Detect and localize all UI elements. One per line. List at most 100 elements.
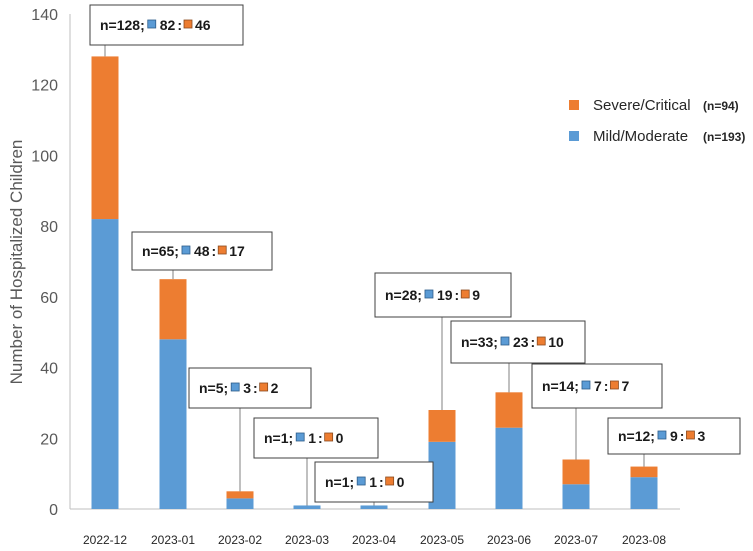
callout-severe-count: 7 [621, 378, 629, 394]
callout-separator: : [177, 17, 182, 33]
callout-box [89, 4, 244, 46]
callout-mild-swatch [147, 19, 157, 29]
x-tick-label: 2023-06 [487, 533, 531, 547]
callout-severe-count: 10 [548, 334, 564, 350]
y-tick-label: 140 [31, 7, 58, 24]
callout-mild-count: 7 [594, 378, 602, 394]
callout-total: n=128; [100, 17, 145, 33]
x-tick-label: 2023-04 [352, 533, 396, 547]
bar-mild-moderate [630, 477, 658, 509]
bar-mild-moderate [293, 505, 321, 509]
legend-label-severe: Severe/Critical [593, 97, 691, 114]
callout-mild-swatch [230, 382, 240, 392]
callout-separator: : [253, 380, 258, 396]
callout-mild-swatch [181, 245, 191, 255]
callouts: n=128; 82:46n=65; 48:17n=5; 3:2n=1; 1:0n=1; 1… [89, 4, 741, 506]
y-tick-label: 60 [40, 290, 58, 307]
callout-severe-count: 3 [697, 428, 705, 444]
callout-severe-count: 2 [271, 380, 279, 396]
callout-total: n=12; [618, 428, 655, 444]
y-tick-labels: 0 20 40 60 80 100 120 140 [31, 7, 58, 519]
y-tick-label: 20 [40, 431, 58, 448]
bar-severe-critical [226, 491, 254, 499]
callout-severe-swatch [324, 432, 334, 442]
callout-severe-count: 0 [397, 474, 405, 490]
callout-separator: : [212, 243, 217, 259]
callout-box [131, 231, 273, 271]
callout-total: n=14; [542, 378, 579, 394]
callout-2023-03: n=1; 1:0 [253, 417, 379, 506]
callout-severe-swatch [217, 245, 227, 255]
legend-count-severe: (n=94) [703, 99, 739, 113]
legend-count-mild: (n=193) [703, 130, 745, 144]
callout-mild-count: 1 [308, 430, 316, 446]
callout-severe-count: 0 [336, 430, 344, 446]
x-tick-label: 2023-05 [420, 533, 464, 547]
y-tick-label: 120 [31, 78, 58, 95]
callout-mild-swatch [356, 476, 366, 486]
y-tick-label: 0 [49, 502, 58, 519]
callout-total: n=28; [385, 287, 422, 303]
y-tick-label: 100 [31, 148, 58, 165]
callout-severe-swatch [259, 382, 269, 392]
bar-mild-moderate [495, 427, 523, 509]
callout-severe-swatch [385, 476, 395, 486]
callout-mild-count: 82 [160, 17, 176, 33]
callout-severe-swatch [183, 19, 193, 29]
callout-mild-swatch [657, 430, 667, 440]
callout-box [253, 417, 379, 459]
bar-mild-moderate [562, 484, 590, 509]
callout-mild-count: 9 [670, 428, 678, 444]
callout-mild-swatch [581, 380, 591, 390]
callout-mild-count: 48 [194, 243, 210, 259]
x-tick-label: 2023-03 [285, 533, 329, 547]
callout-total: n=33; [461, 334, 498, 350]
callout-severe-count: 17 [229, 243, 245, 259]
bar-mild-moderate [360, 505, 388, 509]
callout-total: n=5; [199, 380, 228, 396]
callout-separator: : [455, 287, 460, 303]
callout-separator: : [379, 474, 384, 490]
callout-mild-swatch [424, 289, 434, 299]
callout-2023-07: n=14; 7:7 [531, 363, 663, 460]
bar-mild-moderate [91, 219, 119, 510]
bars [91, 56, 658, 510]
y-axis-label: Number of Hospitalized Children [7, 140, 26, 385]
callout-severe-count: 9 [472, 287, 480, 303]
callout-total: n=1; [325, 474, 354, 490]
callout-total: n=65; [142, 243, 179, 259]
callout-box [531, 363, 663, 409]
legend-swatch-mild [569, 131, 579, 141]
bar-mild-moderate [159, 339, 187, 509]
callout-separator: : [604, 378, 609, 394]
callout-2023-01: n=65; 48:17 [131, 231, 273, 280]
y-tick-label: 40 [40, 361, 58, 378]
callout-box [188, 367, 312, 409]
x-tick-label: 2023-07 [554, 533, 598, 547]
callout-severe-swatch [536, 336, 546, 346]
callout-mild-count: 19 [437, 287, 453, 303]
x-tick-label: 2023-02 [218, 533, 262, 547]
callout-2023-06: n=33; 23:10 [450, 320, 586, 393]
callout-severe-swatch [686, 430, 695, 440]
bar-severe-critical [91, 56, 119, 220]
x-tick-label: 2023-08 [622, 533, 666, 547]
callout-2023-08: n=12; 9:3 [607, 417, 741, 467]
bar-severe-critical [159, 279, 187, 340]
y-tick-label: 80 [40, 219, 58, 236]
x-tick-label: 2022-12 [83, 533, 127, 547]
callout-total: n=1; [264, 430, 293, 446]
callout-mild-swatch [500, 336, 510, 346]
x-tick-labels: 2022-12 2023-01 2023-02 2023-03 2023-04 2023-… [83, 533, 666, 547]
callout-severe-swatch [460, 289, 470, 299]
callout-separator: : [680, 428, 685, 444]
callout-2023-05: n=28; 19:9 [374, 272, 512, 410]
bar-severe-critical [562, 459, 590, 485]
legend-swatch-severe [569, 100, 579, 110]
callout-box [450, 320, 586, 364]
callout-box [607, 417, 741, 455]
callout-severe-count: 46 [195, 17, 211, 33]
callout-mild-count: 23 [513, 334, 529, 350]
callout-2022-12: n=128; 82:46 [89, 4, 244, 57]
